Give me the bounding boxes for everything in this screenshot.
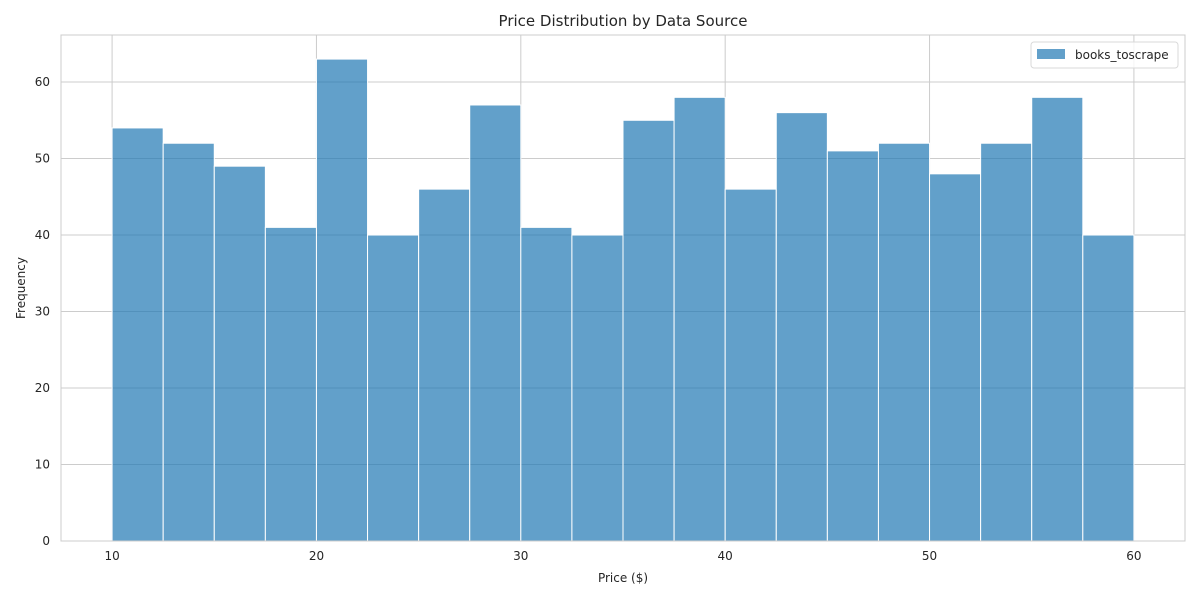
y-tick-label: 40	[35, 228, 50, 242]
x-tick-label: 40	[718, 549, 733, 563]
histogram-bar: 15–17.5: 49	[213, 165, 266, 542]
y-tick-label: 50	[35, 152, 50, 166]
x-tick-label: 20	[309, 549, 324, 563]
x-tick-label: 60	[1126, 549, 1141, 563]
histogram-bar: 20–22.5: 63	[315, 58, 369, 542]
y-tick-label: 60	[35, 75, 50, 89]
histogram-bar: 27.5–30: 57	[469, 104, 522, 542]
histogram-bar: 45–47.5: 51	[826, 150, 879, 542]
x-axis-label: Price ($)	[598, 571, 648, 585]
chart-title: Price Distribution by Data Source	[499, 12, 748, 30]
histogram-bar: 47.5–50: 52	[877, 142, 931, 542]
histogram-bar: 10–12.5: 54	[111, 127, 164, 542]
legend-label: books_toscrape	[1075, 48, 1169, 62]
histogram-bars: 10–12.5: 5412.5–15: 5215–17.5: 4917.5–20…	[111, 58, 1135, 542]
x-tick-label: 10	[104, 549, 119, 563]
legend: books_toscrape	[1030, 41, 1179, 69]
histogram-bar: 40–42.5: 46	[724, 188, 777, 542]
y-tick-label: 0	[42, 534, 50, 548]
y-tick-label: 20	[35, 381, 50, 395]
y-tick-labels: 0 10 20 30 40 50 60	[35, 75, 50, 548]
legend-swatch	[1037, 49, 1065, 59]
histogram-bar: 17.5–20: 41	[264, 226, 317, 542]
histogram-bar: 57.5–60: 40	[1082, 234, 1135, 542]
plot-frame	[60, 34, 1186, 542]
histogram-bar: 50–52.5: 48	[929, 173, 982, 542]
histogram-bar: 42.5–45: 56	[775, 112, 828, 542]
histogram-bar: 25–27.5: 46	[418, 188, 471, 542]
y-tick-label: 10	[35, 458, 50, 472]
x-tick-labels: 10 20 30 40 50 60	[104, 549, 1141, 563]
histogram-bar: 37.5–40: 58	[673, 96, 726, 542]
histogram-bar: 12.5–15: 52	[162, 142, 215, 542]
histogram-bar: 30–32.5: 41	[520, 226, 573, 542]
histogram-bar: 22.5–25: 40	[367, 234, 420, 542]
histogram-bar: 32.5–35: 40	[571, 234, 624, 542]
y-axis-label: Frequency	[14, 257, 28, 319]
histogram-bar: 52.5–55: 52	[980, 142, 1033, 542]
x-tick-label: 50	[922, 549, 937, 563]
x-tick-label: 30	[513, 549, 528, 563]
histogram-bar: 55–57.5: 58	[1031, 96, 1084, 542]
legend-box	[1030, 41, 1179, 69]
y-tick-label: 30	[35, 305, 50, 319]
histogram-bar: 35–37.5: 55	[622, 119, 675, 542]
